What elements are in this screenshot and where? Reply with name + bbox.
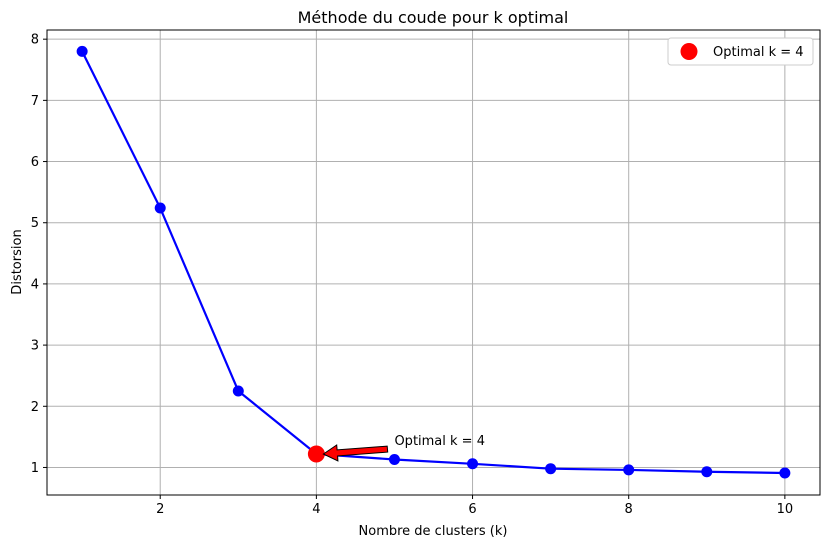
data-point bbox=[154, 202, 166, 214]
data-point bbox=[467, 458, 479, 470]
y-tick-label: 5 bbox=[31, 216, 39, 231]
data-point bbox=[779, 467, 791, 479]
data-point bbox=[701, 466, 713, 478]
legend-label: Optimal k = 4 bbox=[713, 45, 804, 60]
y-axis-label: Distorsion bbox=[10, 229, 25, 294]
optimal-point bbox=[307, 445, 325, 463]
legend: Optimal k = 4 bbox=[667, 37, 814, 66]
series-line bbox=[81, 50, 785, 475]
y-tick-label: 6 bbox=[31, 155, 39, 170]
x-tick-label: 8 bbox=[625, 502, 633, 517]
x-ticks: 2 4 6 8 10 bbox=[156, 495, 793, 517]
y-tick-label: 4 bbox=[31, 277, 39, 292]
plot-frame bbox=[46, 29, 821, 496]
y-tick-label: 3 bbox=[31, 339, 39, 354]
series-layer bbox=[76, 45, 791, 479]
chart-title: Méthode du coude pour k optimal bbox=[298, 8, 569, 27]
data-point bbox=[545, 463, 557, 475]
y-tick-label: 8 bbox=[31, 33, 39, 48]
x-tick-label: 10 bbox=[777, 502, 794, 517]
data-point bbox=[232, 385, 244, 397]
y-ticks: 1 2 3 4 5 6 7 8 bbox=[31, 33, 47, 476]
data-point bbox=[623, 464, 635, 476]
x-tick-label: 2 bbox=[156, 502, 164, 517]
legend-marker bbox=[680, 43, 698, 60]
annotation-layer: Optimal k = 4 bbox=[322, 434, 485, 462]
y-tick-label: 2 bbox=[31, 400, 39, 415]
y-tick-label: 1 bbox=[31, 461, 39, 476]
data-point bbox=[76, 45, 88, 57]
y-tick-label: 7 bbox=[31, 94, 39, 109]
annotation-label: Optimal k = 4 bbox=[394, 434, 485, 449]
annotation-arrow bbox=[322, 444, 389, 462]
data-point bbox=[388, 454, 400, 466]
x-axis-label: Nombre de clusters (k) bbox=[359, 524, 508, 539]
x-tick-label: 4 bbox=[312, 502, 320, 517]
x-tick-label: 6 bbox=[468, 502, 476, 517]
legend-box bbox=[667, 37, 814, 66]
